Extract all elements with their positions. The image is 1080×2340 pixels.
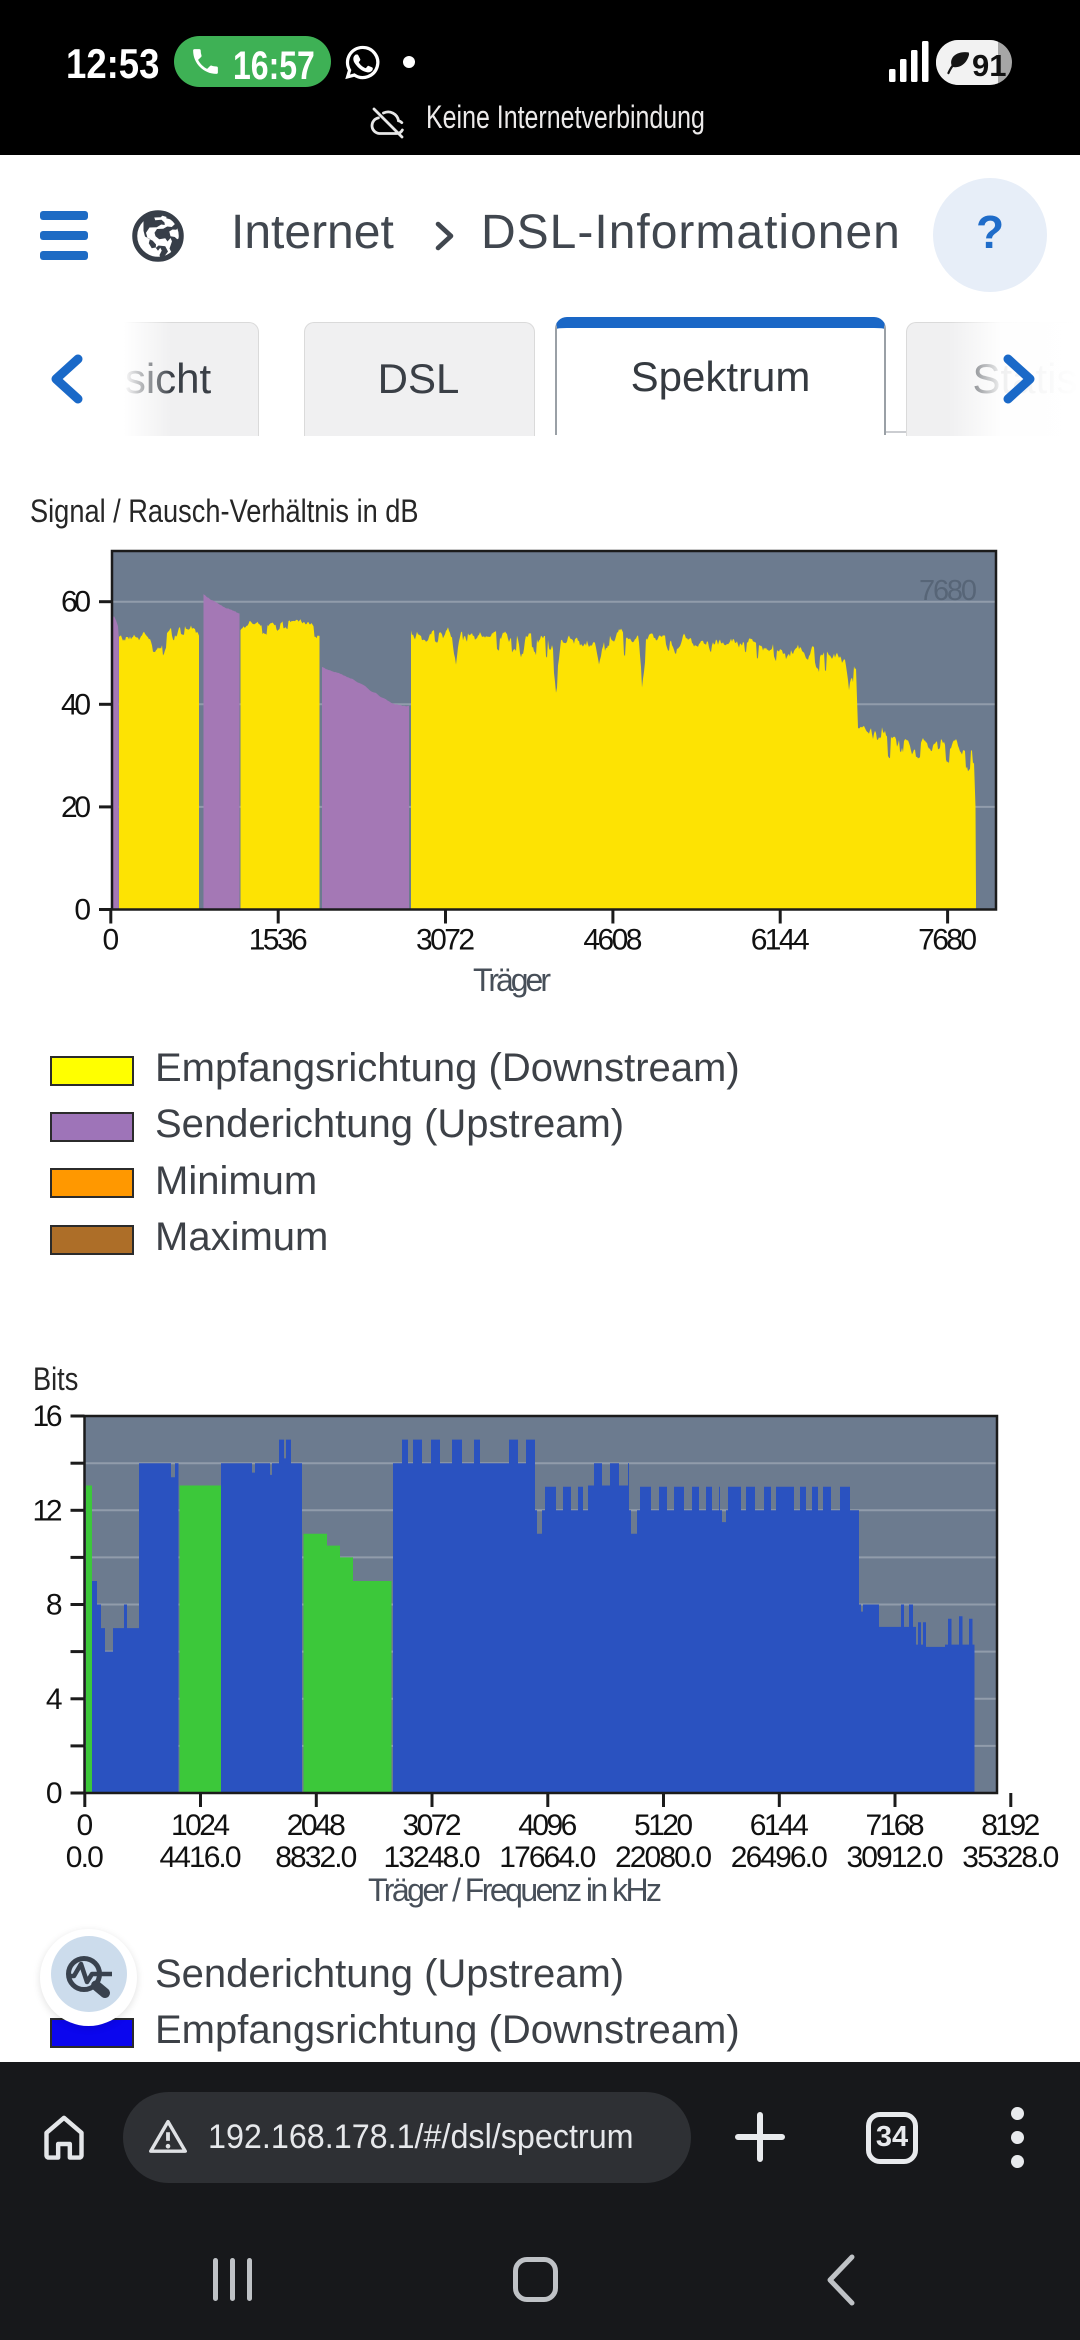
- svg-text:1536: 1536: [249, 924, 308, 957]
- svg-text:4: 4: [46, 1683, 63, 1716]
- svg-text:6144: 6144: [751, 924, 810, 957]
- svg-text:8832.0: 8832.0: [275, 1841, 357, 1874]
- svg-text:0: 0: [74, 894, 91, 927]
- svg-text:60: 60: [61, 586, 91, 619]
- svg-text:Träger: Träger: [473, 962, 551, 998]
- svg-text:0: 0: [102, 924, 119, 957]
- svg-text:20: 20: [61, 791, 91, 824]
- svg-text:3072: 3072: [403, 1809, 462, 1842]
- svg-text:7680: 7680: [919, 575, 977, 607]
- svg-text:0.0: 0.0: [66, 1841, 104, 1874]
- svg-text:1024: 1024: [171, 1809, 230, 1842]
- svg-text:16: 16: [33, 1400, 63, 1433]
- svg-text:12: 12: [33, 1494, 63, 1527]
- svg-text:0: 0: [76, 1809, 93, 1842]
- svg-text:3072: 3072: [416, 924, 475, 957]
- svg-text:2048: 2048: [287, 1809, 346, 1842]
- svg-text:4416.0: 4416.0: [160, 1841, 242, 1874]
- svg-text:7168: 7168: [866, 1809, 925, 1842]
- svg-text:8: 8: [46, 1589, 63, 1622]
- svg-text:0: 0: [46, 1777, 63, 1810]
- svg-text:30912.0: 30912.0: [847, 1841, 944, 1874]
- svg-text:35328.0: 35328.0: [962, 1841, 1059, 1874]
- svg-text:22080.0: 22080.0: [615, 1841, 712, 1874]
- svg-text:7680: 7680: [918, 924, 977, 957]
- svg-text:Träger / Frequenz in kHz: Träger / Frequenz in kHz: [368, 1872, 662, 1908]
- svg-text:13248.0: 13248.0: [384, 1841, 481, 1874]
- svg-text:17664.0: 17664.0: [499, 1841, 596, 1874]
- svg-text:40: 40: [61, 688, 91, 721]
- svg-text:26496.0: 26496.0: [731, 1841, 828, 1874]
- svg-text:8192: 8192: [981, 1809, 1040, 1842]
- svg-text:4096: 4096: [518, 1809, 577, 1842]
- svg-text:5120: 5120: [634, 1809, 693, 1842]
- svg-text:4608: 4608: [583, 924, 642, 957]
- svg-text:6144: 6144: [750, 1809, 809, 1842]
